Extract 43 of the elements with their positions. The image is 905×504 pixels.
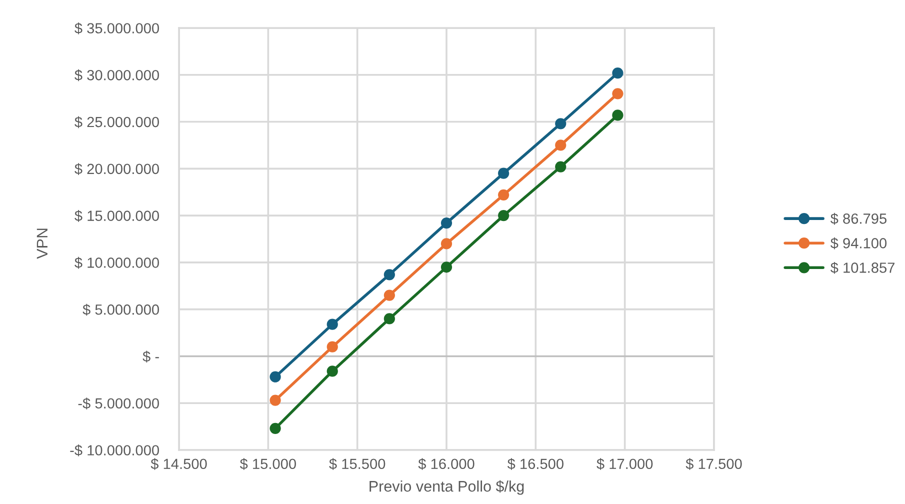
x-tick-label: $ 14.500: [150, 458, 207, 470]
y-tick-label: $ -: [142, 350, 159, 363]
point: [612, 67, 624, 79]
point: [498, 210, 510, 222]
y-tick-label: $ 20.000.000: [74, 163, 159, 175]
point: [612, 110, 624, 121]
point: [498, 189, 510, 200]
y-tick-label: $ 5.000.000: [82, 304, 159, 316]
point: [270, 371, 281, 382]
point: [326, 318, 338, 330]
y-tick-label: -$ 5.000.000: [78, 398, 159, 410]
y-tick-label: $ 25.000.000: [74, 116, 159, 128]
point: [555, 161, 566, 172]
point: [440, 238, 452, 250]
legend-label: $ 86.795: [830, 212, 886, 225]
point: [555, 118, 566, 130]
y-tick-label: $ 35.000.000: [74, 22, 159, 34]
x-tick-label: $ 16.000: [418, 458, 474, 470]
point: [440, 218, 452, 229]
point: [384, 269, 395, 280]
point: [270, 422, 281, 434]
point: [384, 290, 395, 301]
legend-label: $ 94.100: [830, 237, 887, 250]
x-axis-title: Previo venta Pollo $/kg: [370, 480, 524, 495]
point: [326, 366, 338, 377]
point: [612, 88, 624, 100]
y-tick-label: $ 10.000.000: [74, 256, 159, 269]
point: [326, 341, 338, 352]
point: [270, 394, 281, 406]
point: [555, 140, 566, 151]
legend-label: $ 101.857: [830, 262, 894, 274]
x-tick-label: $ 17.000: [596, 458, 653, 470]
y-axis-title: VPN: [36, 228, 48, 259]
x-tick-label: $ 16.500: [507, 458, 564, 470]
x-tick-label: $ 17.500: [686, 458, 742, 470]
x-tick-label: $ 15.500: [329, 458, 386, 470]
point: [440, 262, 452, 273]
point: [498, 168, 510, 179]
y-tick-label: -$ 10.000.000: [70, 444, 159, 456]
y-tick-label: $ 15.000.000: [74, 210, 159, 222]
y-tick-label: $ 30.000.000: [74, 69, 159, 82]
point: [384, 313, 395, 324]
x-tick-label: $ 15.000: [240, 458, 296, 470]
